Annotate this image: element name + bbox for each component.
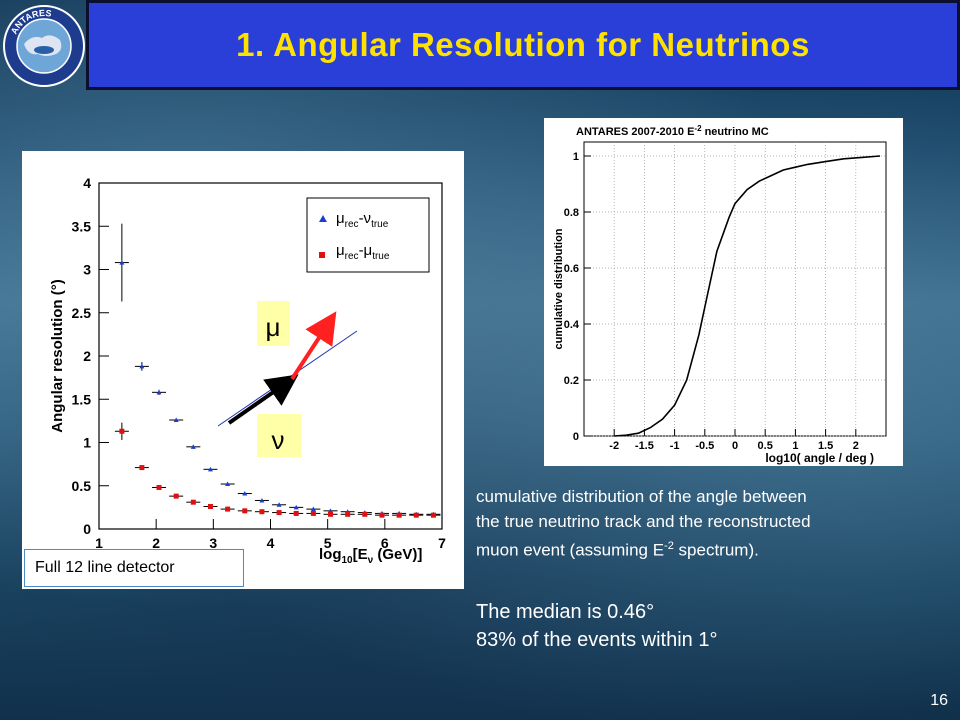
mu-arrow xyxy=(290,311,337,381)
caption-line-2: the true neutrino track and the reconstr… xyxy=(476,512,811,531)
chart2-xtick-label: 1 xyxy=(792,440,798,452)
chart2-ytick-label: 0.8 xyxy=(564,207,579,219)
chart1-xtick-label: 2 xyxy=(152,535,160,551)
chart1-ytick-label: 1 xyxy=(83,435,91,451)
point-mu-true xyxy=(134,465,149,471)
point-nu-true xyxy=(237,491,252,496)
point-nu-true xyxy=(169,417,184,423)
chart2-xtick-label: -1.5 xyxy=(635,440,654,452)
caption-line-3: muon event (assuming E-2 spectrum). xyxy=(476,540,759,560)
detector-label: Full 12 line detector xyxy=(24,549,244,587)
angular-resolution-panel: 1 2 3 4 5 6 7 0 0.5 1 1.5 2 2.5 3 3.5 4 Angular resolut… xyxy=(22,151,464,589)
point-mu-true xyxy=(237,508,252,514)
chart1-xtick-label: 6 xyxy=(381,535,389,551)
point-mu-true xyxy=(186,499,201,505)
nu-box xyxy=(257,414,301,457)
chart2-ytick-label: 0.2 xyxy=(564,375,579,387)
legend-marker-square xyxy=(319,252,325,258)
median-summary: The median is 0.46° 83% of the events wi… xyxy=(476,598,956,654)
chart2-ytick-label: 0.4 xyxy=(564,319,580,331)
chart2-xtick-label: -2 xyxy=(609,440,619,452)
caption: cumulative distribution of the angle bet… xyxy=(476,484,956,563)
mu-box xyxy=(257,301,290,346)
nu-arrow xyxy=(227,374,299,425)
point-nu-true xyxy=(254,497,269,503)
cumulative-distribution-panel: ANTARES 2007-2010 E-2 neutrino MC -2 -1.5… xyxy=(544,118,903,466)
chart1-xlabel: log10[Eν (GeV)] xyxy=(319,546,422,566)
chart1-ytick-label: 3.5 xyxy=(72,218,92,234)
point-mu-true xyxy=(272,510,287,516)
chart1-legend xyxy=(306,197,430,273)
point-mu-true xyxy=(220,506,235,512)
chart2-ytick-label: 0 xyxy=(573,431,579,443)
cumulative-distribution-chart: ANTARES 2007-2010 E-2 neutrino MC -2 -1.5… xyxy=(553,124,887,465)
chart1-ytick-label: 2 xyxy=(83,348,91,364)
chart1-ytick-label: 1.5 xyxy=(72,391,92,407)
chart2-xtick-label: -0.5 xyxy=(695,440,714,452)
median-line-1: The median is 0.46° xyxy=(476,601,655,623)
point-nu-true xyxy=(306,506,321,512)
chart1-xtick-label: 5 xyxy=(324,535,332,551)
point-mu-true xyxy=(114,422,129,440)
point-mu-true xyxy=(169,493,184,499)
point-nu-true xyxy=(323,508,338,513)
point-mu-true xyxy=(254,509,269,515)
chart2-xtick-label: 1.5 xyxy=(818,440,833,452)
point-nu-true xyxy=(134,362,149,371)
point-nu-true xyxy=(203,466,218,472)
point-nu-true xyxy=(114,223,129,302)
median-line-2: 83% of the events within 1° xyxy=(476,629,718,651)
title-bar: 1. Angular Resolution for Neutrinos xyxy=(86,0,960,90)
chart1-ytick-label: 4 xyxy=(83,175,91,191)
antares-logo: ANTARES xyxy=(3,5,85,87)
chart2-ytick-label: 1 xyxy=(573,151,579,163)
point-mu-true xyxy=(357,511,372,517)
chart1-ylabel: Angular resolution (°) xyxy=(49,279,66,433)
point-mu-true xyxy=(374,512,389,518)
chart1-xtick-label: 4 xyxy=(267,535,275,551)
chart1-xtick-label: 7 xyxy=(438,535,446,551)
chart2-xtick-label: -1 xyxy=(670,440,680,452)
chart2-xlabel: log10( angle / deg ) xyxy=(765,451,874,465)
point-nu-true xyxy=(289,504,304,510)
point-nu-true xyxy=(186,444,201,449)
point-nu-true xyxy=(272,502,287,507)
chart2-xtick-label: 0.5 xyxy=(758,440,773,452)
point-nu-true xyxy=(152,389,167,395)
chart1-ytick-label: 2.5 xyxy=(72,305,92,321)
point-mu-true xyxy=(306,510,321,516)
point-mu-true xyxy=(426,512,441,518)
chart1-ytick-label: 0.5 xyxy=(72,478,92,494)
point-mu-true xyxy=(203,504,218,510)
point-nu-true xyxy=(220,481,235,487)
caption-line-1: cumulative distribution of the angle bet… xyxy=(476,487,807,506)
slide-title: 1. Angular Resolution for Neutrinos xyxy=(236,26,810,63)
point-mu-true xyxy=(323,511,338,517)
chart1-xtick-label: 3 xyxy=(209,535,217,551)
chart1-xtick-label: 1 xyxy=(95,535,103,551)
chart1-ytick-label: 0 xyxy=(83,521,91,537)
point-mu-true xyxy=(340,511,355,517)
chart2-xtick-label: 0 xyxy=(732,440,738,452)
legend-marker-triangle xyxy=(319,215,327,222)
point-mu-true xyxy=(392,512,407,518)
point-mu-true xyxy=(152,484,167,490)
point-mu-true xyxy=(409,512,424,518)
chart2-ytick-label: 0.6 xyxy=(564,263,579,275)
chart2-ylabel: cumulative distribution xyxy=(553,228,565,349)
cdf-curve xyxy=(614,155,881,437)
angular-resolution-chart: 1 2 3 4 5 6 7 0 0.5 1 1.5 2 2.5 3 3.5 4 Angular resolut… xyxy=(49,175,446,566)
slide-number: 16 xyxy=(930,692,948,709)
chart1-ytick-label: 3 xyxy=(83,262,91,278)
chart2-title: ANTARES 2007-2010 E-2 neutrino MC xyxy=(576,124,769,138)
nu-symbol: ν xyxy=(272,425,285,455)
mu-symbol: μ xyxy=(266,312,281,342)
chart2-xtick-label: 2 xyxy=(853,440,859,452)
point-mu-true xyxy=(289,510,304,516)
